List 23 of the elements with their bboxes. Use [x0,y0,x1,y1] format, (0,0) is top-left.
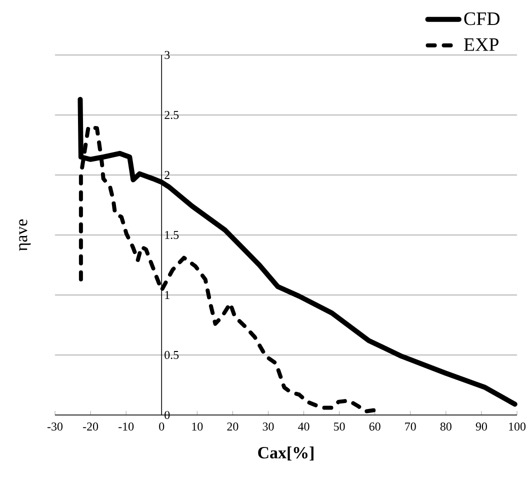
x-tick-label: 50 [334,422,345,431]
x-tick-label: -30 [47,422,63,431]
x-tick-label: 40 [298,422,310,431]
y-tick-label: 1 [165,291,170,299]
x-tick-label: 90 [476,422,487,431]
x-tick-label: 20 [227,422,238,431]
x-tick-label: -20 [83,422,98,431]
x-tick-label: 100 [509,422,526,431]
y-tick-label: 1.5 [165,230,179,240]
x-tick-label: 70 [405,422,416,431]
x-tick-label: 60 [369,422,380,431]
y-tick-label: 0.5 [164,350,179,360]
y-tick-label: 3 [164,50,170,60]
y-tick-label: 2 [164,171,170,179]
x-axis-title: Cax[%] [258,446,314,461]
y-tick-label: 2.5 [164,110,179,120]
x-tick-label: -10 [118,422,134,431]
legend-label: CFD [464,12,500,26]
x-tick-label: 30 [262,422,274,431]
legend-label: EXP [464,38,498,51]
x-tick-label: 10 [192,422,203,431]
x-tick-label: 80 [440,422,452,431]
y-axis-title: ηave [19,219,31,251]
